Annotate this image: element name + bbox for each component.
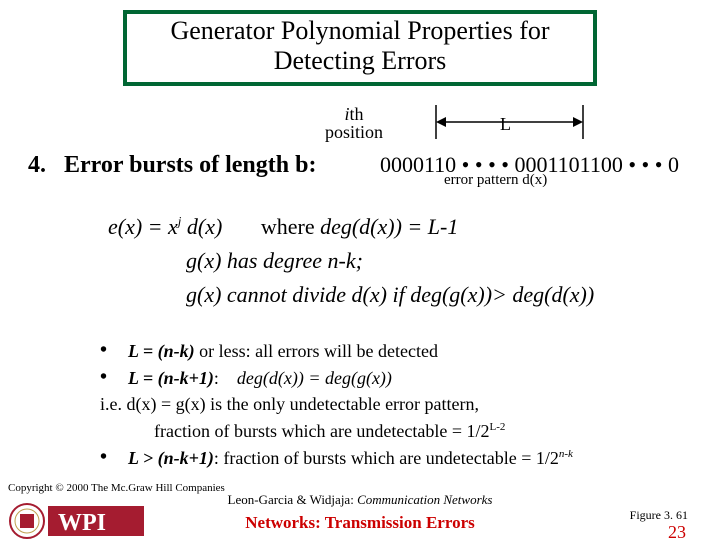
eq-where-word: where xyxy=(261,214,320,239)
bullet-list: • L = (n-k) or less: all errors will be … xyxy=(100,338,700,471)
eq-l1b: d(x) xyxy=(181,214,222,239)
bullet-2: • L = (n-k+1): deg(d(x)) = deg(g(x)) xyxy=(100,365,700,392)
b3-a: L > (n-k+1) xyxy=(128,448,214,468)
bullet-1: • L = (n-k) or less: all errors will be … xyxy=(100,338,700,365)
wpi-text: WPI xyxy=(58,510,106,536)
figure-label: Figure 3. 61 xyxy=(630,508,688,523)
eq-line3: g(x) cannot divide d(x) if deg(g(x))> de… xyxy=(108,278,594,312)
bullet-dot-icon: • xyxy=(100,338,128,365)
title-box: Generator Polynomial Properties for Dete… xyxy=(123,10,597,86)
cite-authors: Leon-Garcia & Widjaja: xyxy=(228,492,358,507)
eq-line1: e(x) = xj d(x) where deg(d(x)) = L-1 xyxy=(108,210,594,244)
item-number-4: 4. xyxy=(28,152,46,179)
b3-sup: n-k xyxy=(559,448,573,460)
ie-line1: i.e. d(x) = g(x) is the only undetectabl… xyxy=(100,391,700,418)
b3-b: : fraction of bursts which are undetecta… xyxy=(214,448,559,468)
l-label: L xyxy=(500,114,511,135)
error-pattern-label: error pattern d(x) xyxy=(444,172,547,189)
ith-position-label: ith position xyxy=(325,105,383,141)
title-line1: Generator Polynomial Properties for xyxy=(170,16,549,45)
bullet-dot-icon: • xyxy=(100,365,128,392)
cite-book: Communication Networks xyxy=(357,492,492,507)
ie-sup: L-2 xyxy=(490,421,506,433)
equation-block: e(x) = xj d(x) where deg(d(x)) = L-1 g(x… xyxy=(108,210,594,312)
bullet-3: • L > (n-k+1): fraction of bursts which … xyxy=(100,445,700,472)
ie-b: fraction of bursts which are undetectabl… xyxy=(154,421,490,441)
ith-position: position xyxy=(325,122,383,142)
b2-a: L = (n-k+1) xyxy=(128,368,214,388)
b1-b: or less: all errors will be detected xyxy=(195,341,438,361)
ie-line2: fraction of bursts which are undetectabl… xyxy=(100,418,700,445)
b1-a: L = (n-k) xyxy=(128,341,195,361)
title-line2: Detecting Errors xyxy=(274,46,447,75)
eq-where-rest: deg(d(x)) = L-1 xyxy=(320,214,458,239)
ith-th: th xyxy=(350,104,364,124)
bullet-dot-icon: • xyxy=(100,445,128,472)
b2-b: deg(d(x)) = deg(g(x)) xyxy=(237,368,392,388)
burst-heading: Error bursts of length b: xyxy=(64,152,316,179)
b2-sep: : xyxy=(214,368,237,388)
eq-line2: g(x) has degree n-k; xyxy=(108,244,594,278)
eq-l1a: e(x) = x xyxy=(108,214,178,239)
